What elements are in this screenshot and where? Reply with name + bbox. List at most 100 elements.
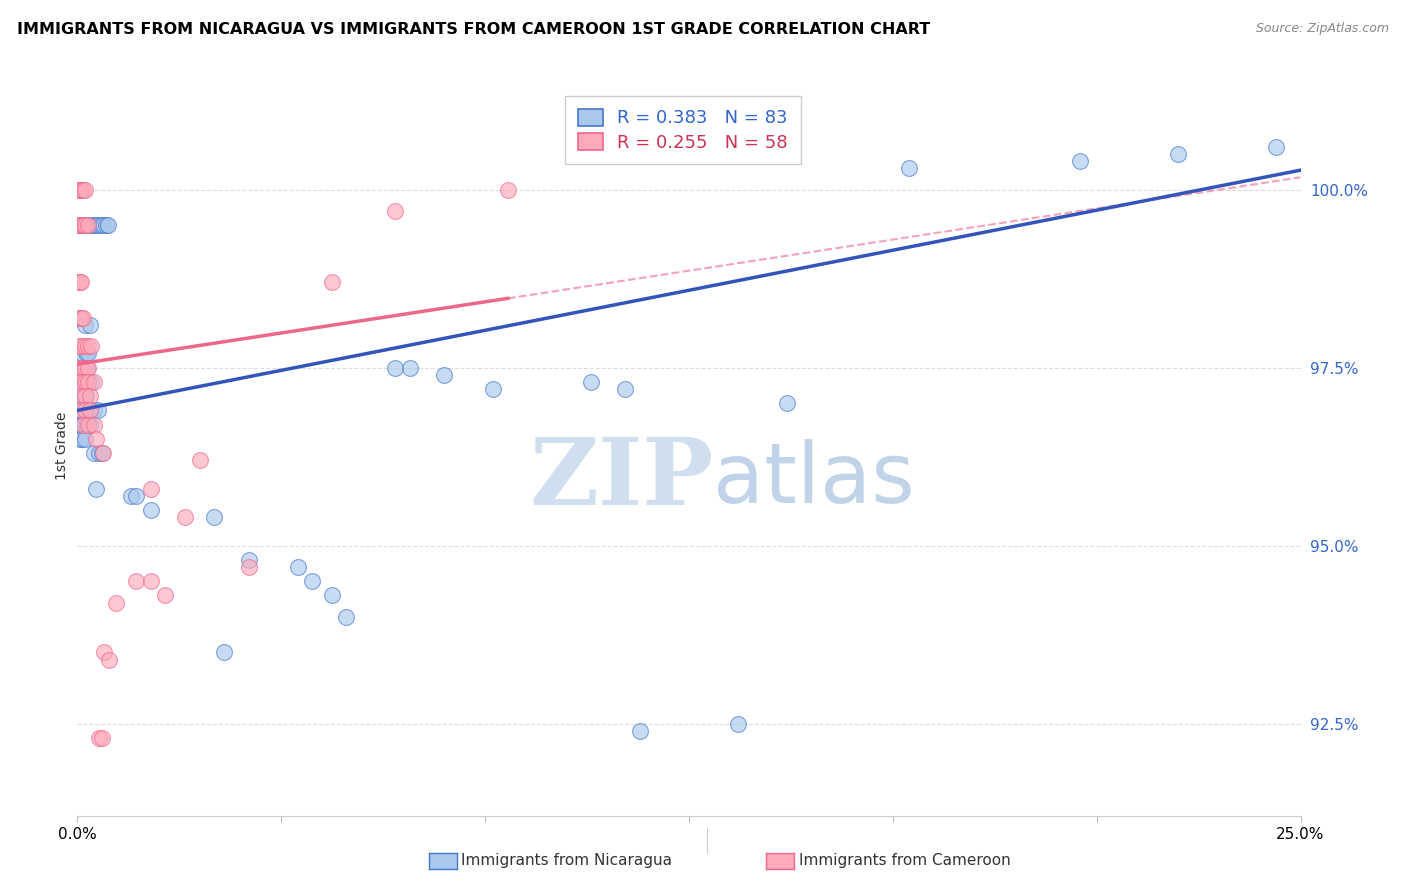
Point xyxy=(238,560,260,574)
Point xyxy=(77,360,100,375)
Point xyxy=(69,310,91,325)
Point xyxy=(174,510,197,524)
Point xyxy=(70,310,93,325)
Point xyxy=(70,360,93,375)
Point xyxy=(482,382,505,396)
Point xyxy=(70,275,93,289)
Point xyxy=(73,183,96,197)
Point xyxy=(70,346,93,360)
Point xyxy=(73,432,96,446)
Point xyxy=(70,310,93,325)
Point xyxy=(69,375,91,389)
Point xyxy=(84,432,107,446)
Point xyxy=(79,417,101,432)
Point xyxy=(321,589,343,603)
Point xyxy=(70,417,93,432)
Point xyxy=(496,183,519,197)
Point xyxy=(120,489,142,503)
Point xyxy=(125,574,148,589)
Point xyxy=(72,219,94,233)
Point xyxy=(75,375,97,389)
Point xyxy=(82,219,104,233)
Point xyxy=(73,318,96,332)
Text: IMMIGRANTS FROM NICARAGUA VS IMMIGRANTS FROM CAMEROON 1ST GRADE CORRELATION CHAR: IMMIGRANTS FROM NICARAGUA VS IMMIGRANTS … xyxy=(17,22,931,37)
Text: ZIP: ZIP xyxy=(529,434,713,524)
Point xyxy=(77,403,100,417)
Point xyxy=(75,417,97,432)
Point xyxy=(139,574,162,589)
Point xyxy=(70,389,93,403)
Point xyxy=(1265,140,1288,154)
Point xyxy=(83,417,105,432)
Point xyxy=(94,219,117,233)
Y-axis label: 1st Grade: 1st Grade xyxy=(55,412,69,480)
Point xyxy=(90,731,112,745)
Point xyxy=(69,275,91,289)
Point xyxy=(76,360,98,375)
Point xyxy=(384,360,406,375)
Point xyxy=(69,360,91,375)
Point xyxy=(75,389,97,403)
Point xyxy=(69,310,91,325)
Point xyxy=(73,219,96,233)
Point xyxy=(238,553,260,567)
Point xyxy=(1167,147,1189,161)
Point xyxy=(75,219,97,233)
Point xyxy=(90,219,112,233)
Point xyxy=(139,482,162,496)
Point xyxy=(67,275,90,289)
Point xyxy=(70,389,93,403)
Point xyxy=(67,219,90,233)
Point xyxy=(69,183,91,197)
Point xyxy=(125,489,148,503)
Point xyxy=(69,432,91,446)
Point xyxy=(1069,154,1091,169)
Point xyxy=(77,346,100,360)
Point xyxy=(69,219,91,233)
Point xyxy=(72,417,94,432)
Point xyxy=(79,403,101,417)
Point xyxy=(75,346,97,360)
Point xyxy=(727,716,749,731)
Point xyxy=(77,219,100,233)
Point xyxy=(89,731,111,745)
Point xyxy=(91,219,114,233)
Point xyxy=(77,375,100,389)
Point xyxy=(72,360,94,375)
Point xyxy=(72,417,94,432)
Point xyxy=(301,574,323,589)
Point xyxy=(80,219,103,233)
Point xyxy=(73,360,96,375)
Point xyxy=(79,318,101,332)
Point xyxy=(91,446,114,460)
Text: atlas: atlas xyxy=(713,439,915,520)
Point xyxy=(84,219,107,233)
Point xyxy=(287,560,309,574)
Point xyxy=(399,360,422,375)
Point xyxy=(73,389,96,403)
Point xyxy=(69,339,91,353)
Point xyxy=(77,219,100,233)
Point xyxy=(70,360,93,375)
Point xyxy=(73,375,96,389)
Text: Source: ZipAtlas.com: Source: ZipAtlas.com xyxy=(1256,22,1389,36)
Point xyxy=(83,446,105,460)
Point xyxy=(98,652,121,666)
Point xyxy=(105,596,128,610)
Point xyxy=(579,375,602,389)
Point xyxy=(433,368,456,382)
Point xyxy=(73,375,96,389)
Point xyxy=(69,417,91,432)
Point xyxy=(87,219,110,233)
Point xyxy=(97,219,120,233)
Point xyxy=(776,396,799,410)
Point xyxy=(90,446,112,460)
Point xyxy=(83,403,105,417)
Point xyxy=(77,375,100,389)
Point xyxy=(80,339,103,353)
Point xyxy=(628,723,651,738)
Legend: R = 0.383   N = 83, R = 0.255   N = 58: R = 0.383 N = 83, R = 0.255 N = 58 xyxy=(565,96,800,164)
Point xyxy=(212,645,235,659)
Point xyxy=(321,275,343,289)
Point xyxy=(83,375,105,389)
